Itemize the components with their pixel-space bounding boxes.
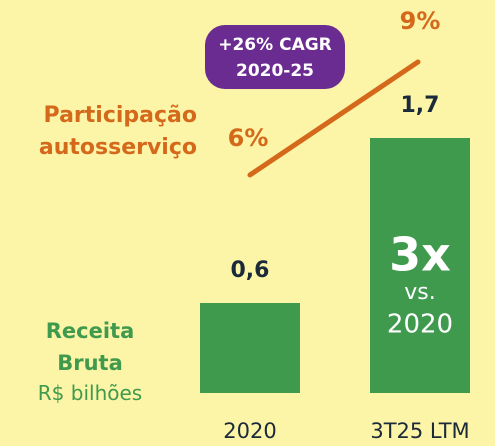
bar-value-label: 1,7: [401, 93, 440, 118]
line-series-label: Participação autosserviço: [38, 103, 197, 160]
bar-series-label: Receita Bruta: [45, 319, 135, 375]
annotation: +26% CAGR: [218, 35, 332, 55]
bar-annotation: vs.: [404, 280, 435, 305]
bar: [200, 303, 300, 393]
annotation-pill: [205, 25, 345, 89]
bar-annotation: 3x: [389, 228, 451, 282]
bar-value-label: 0,6: [231, 258, 270, 283]
annotation: 2020-25: [236, 61, 314, 81]
line-value-label: 9%: [400, 7, 441, 35]
bar: [370, 138, 470, 393]
unit-label: R$ bilhões: [37, 381, 143, 405]
line-value-label: 6%: [228, 124, 269, 152]
bar-annotation: 2020: [387, 310, 453, 340]
x-tick-label: 3T25 LTM: [370, 419, 469, 443]
line: [247, 59, 421, 178]
x-tick-label: 2020: [223, 419, 276, 443]
